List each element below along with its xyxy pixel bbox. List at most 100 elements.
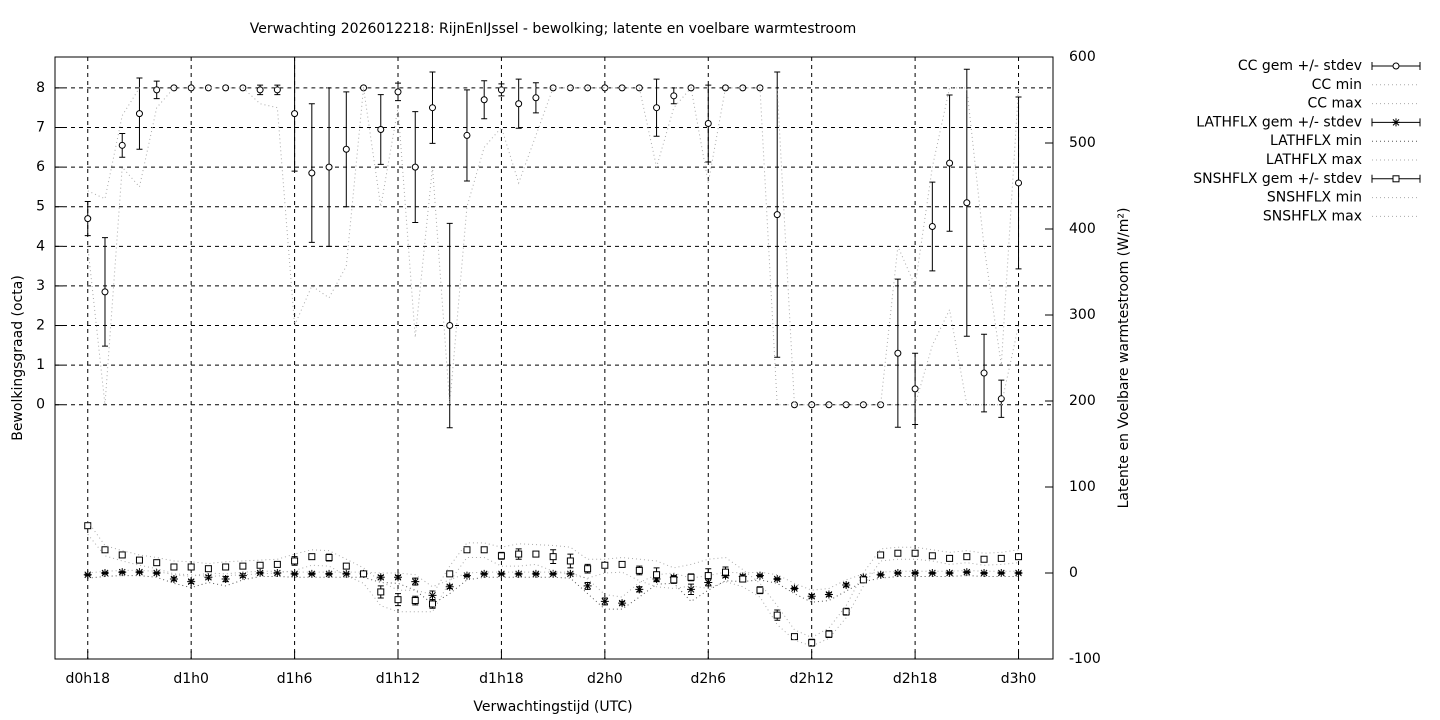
range-line (87, 575, 1019, 610)
legend-label: SNSHFLX min (1267, 190, 1362, 206)
point (1014, 569, 1023, 577)
point (153, 559, 161, 567)
point (911, 385, 919, 393)
chart-title: Verwachting 2026012218: RijnEnIJssel - b… (250, 21, 857, 37)
legend-marker (1392, 118, 1400, 127)
point (653, 571, 661, 579)
point (101, 546, 109, 554)
y-tick-label: 7 (36, 119, 45, 135)
point (84, 522, 92, 530)
point (945, 569, 954, 577)
legend-marker (1392, 62, 1400, 70)
range-line (87, 569, 1019, 598)
point (84, 215, 92, 223)
x-tick-label: d2h0 (587, 671, 623, 687)
point (997, 569, 1006, 577)
y-tick-label: 8 (36, 80, 45, 96)
point (135, 568, 144, 577)
point (963, 199, 971, 207)
point (153, 86, 161, 94)
point (445, 582, 454, 591)
point (411, 577, 420, 586)
point (601, 561, 609, 569)
point (532, 550, 540, 558)
point (773, 211, 781, 219)
x-axis-label: Verwachtingstijd (UTC) (473, 699, 632, 715)
point (118, 568, 127, 577)
point (549, 569, 558, 578)
point (118, 551, 126, 559)
point (911, 569, 920, 577)
point (428, 591, 437, 600)
point (1015, 553, 1023, 561)
point (515, 550, 523, 558)
point (962, 568, 971, 577)
point (549, 553, 557, 561)
point (325, 554, 333, 562)
point (894, 349, 902, 357)
point (376, 573, 385, 582)
point (342, 145, 350, 153)
x-tick-label: d0h18 (66, 671, 110, 687)
point (377, 588, 385, 596)
point (463, 131, 471, 139)
y2-tick-label: 500 (1069, 135, 1096, 151)
point (739, 575, 747, 583)
point (394, 596, 402, 604)
point (222, 563, 230, 571)
point (377, 125, 385, 133)
point (739, 84, 747, 92)
point (308, 169, 316, 177)
point (256, 561, 264, 569)
point (239, 562, 247, 570)
point (204, 565, 212, 573)
y-tick-label: 4 (36, 238, 45, 254)
point (808, 639, 816, 647)
legend-marker (1392, 175, 1400, 183)
y2-tick-label: 600 (1069, 49, 1096, 65)
point (928, 223, 936, 231)
x-tick-label: d1h6 (277, 671, 313, 687)
point (342, 562, 350, 570)
range-line (87, 521, 1019, 639)
x-tick-label: d2h6 (690, 671, 726, 687)
y-tick-label: 2 (36, 318, 45, 334)
point (100, 569, 109, 577)
point (963, 553, 971, 561)
legend-label: SNSHFLX max (1263, 208, 1362, 224)
point (187, 577, 196, 586)
plot-frame (54, 56, 1054, 660)
legend-label: CC min (1312, 77, 1362, 93)
point (946, 159, 954, 167)
point (256, 86, 264, 94)
point (394, 88, 402, 96)
x-tick-label: d2h12 (789, 671, 833, 687)
point (928, 569, 937, 577)
legend-label: CC gem +/- stdev (1238, 58, 1362, 74)
point (531, 569, 540, 578)
point (446, 570, 454, 578)
point (980, 555, 988, 563)
y2-tick-label: -100 (1069, 651, 1101, 667)
y2-tick-label: 200 (1069, 393, 1096, 409)
point (135, 110, 143, 118)
point (687, 573, 695, 581)
point (480, 96, 488, 104)
y-axis-label: Bewolkingsgraad (octa) (10, 275, 26, 441)
point (980, 369, 988, 377)
point (118, 141, 126, 149)
point (342, 569, 351, 578)
y2-tick-label: 400 (1069, 221, 1096, 237)
point (360, 570, 368, 578)
point (687, 585, 696, 594)
point (291, 557, 299, 565)
y-tick-label: 1 (36, 357, 45, 373)
point (308, 553, 316, 561)
point (307, 569, 316, 578)
point (600, 597, 609, 606)
x-tick-label: d2h18 (893, 671, 937, 687)
range-line (87, 533, 1019, 647)
x-tick-label: d1h0 (173, 671, 209, 687)
